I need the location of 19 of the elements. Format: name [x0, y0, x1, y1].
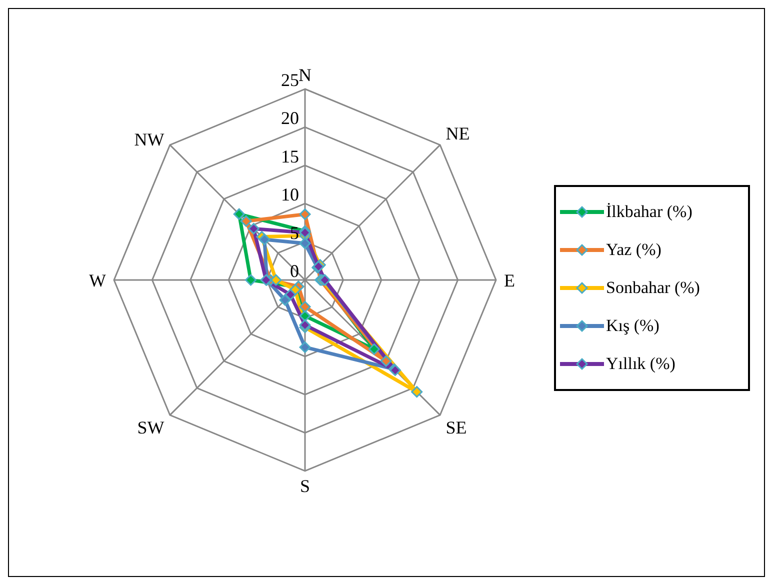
spoke-label: W — [89, 270, 106, 290]
legend-label: Kış (%) — [606, 316, 660, 336]
legend-label: Yaz (%) — [606, 240, 662, 260]
legend-label: İlkbahar (%) — [606, 202, 692, 222]
spoke-label: NE — [446, 123, 470, 144]
legend-label: Yıllık (%) — [606, 354, 676, 374]
spoke-label: N — [298, 65, 312, 85]
spoke-label: SE — [446, 417, 467, 438]
legend-label: Sonbahar (%) — [606, 278, 700, 298]
y-tick-label: 5 — [290, 222, 299, 243]
spoke-label: NW — [134, 130, 164, 150]
y-tick-label: 25 — [281, 70, 299, 90]
y-tick-label: 20 — [281, 108, 299, 128]
y-tick-label: 10 — [281, 184, 299, 205]
spoke-label: SW — [137, 417, 164, 438]
spoke-label: E — [504, 270, 515, 290]
y-tick-label: 0 — [290, 261, 299, 281]
y-tick-label: 15 — [281, 146, 299, 166]
spoke-label: S — [300, 476, 310, 496]
